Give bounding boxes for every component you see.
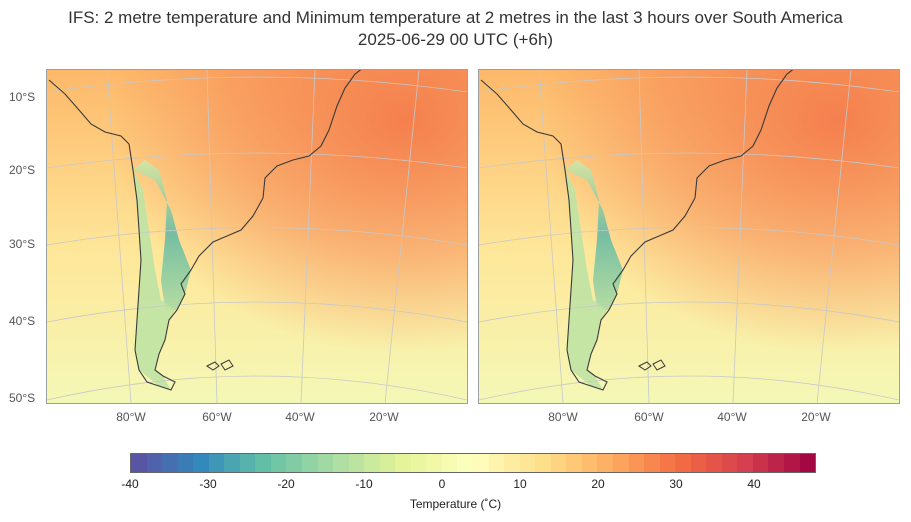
- colorbar-tick: -10: [355, 477, 373, 491]
- lon-label-60w-right: 60°W: [634, 410, 664, 424]
- map-panel-min-temperature: [478, 69, 900, 404]
- colorbar-bin: [675, 454, 691, 472]
- colorbar-bin: [177, 454, 194, 472]
- colorbar-bin: [768, 454, 784, 472]
- colorbar-bin: [395, 454, 411, 472]
- colorbar-bin: [659, 454, 676, 472]
- colorbar-tick: 20: [591, 477, 605, 491]
- colorbar-tick: 30: [669, 477, 683, 491]
- lat-label-20s: 20°S: [9, 163, 36, 177]
- colorbar-bin: [162, 454, 178, 472]
- lat-label-10s: 10°S: [9, 90, 36, 104]
- colorbar-tick: -30: [199, 477, 217, 491]
- colorbar-bin: [239, 454, 256, 472]
- colorbar-tick: -20: [277, 477, 295, 491]
- colorbar-bin: [566, 454, 582, 472]
- temperature-colorbar: [130, 453, 816, 473]
- colorbar-bin: [644, 454, 660, 472]
- colorbar-bin: [752, 454, 769, 472]
- colorbar-bin: [333, 454, 349, 472]
- colorbar-label: Temperature (˚C): [409, 497, 502, 511]
- lon-label-20w-left: 20°W: [369, 410, 399, 424]
- colorbar-bin: [286, 454, 303, 472]
- colorbar-bin: [255, 454, 271, 472]
- colorbar-bin: [302, 454, 318, 472]
- colorbar-bin: [473, 454, 489, 472]
- lat-label-30s: 30°S: [9, 237, 36, 251]
- colorbar-bin: [690, 454, 707, 472]
- lon-label-60w-left: 60°W: [202, 410, 232, 424]
- colorbar-tick: 10: [513, 477, 527, 491]
- lon-label-20w-right: 20°W: [801, 410, 831, 424]
- lon-label-40w-left: 40°W: [285, 410, 315, 424]
- colorbar-bin: [488, 454, 505, 472]
- map-panel-2m-temperature: [46, 69, 468, 404]
- lon-label-80w-left: 80°W: [116, 410, 146, 424]
- colorbar-bin: [535, 454, 551, 472]
- colorbar-bin: [426, 454, 442, 472]
- colorbar-bin: [550, 454, 567, 472]
- colorbar-bin: [364, 454, 380, 472]
- colorbar-bin: [348, 454, 365, 472]
- lat-label-40s: 40°S: [9, 314, 36, 328]
- lat-label-50s: 50°S: [9, 391, 36, 405]
- colorbar-tick: -40: [121, 477, 139, 491]
- map-title: IFS: 2 metre temperature and Minimum tem…: [68, 8, 843, 27]
- colorbar-bin: [224, 454, 240, 472]
- colorbar-bin: [457, 454, 474, 472]
- colorbar-bin: [597, 454, 613, 472]
- map-subtitle-date: 2025-06-29 00 UTC (+6h): [357, 30, 554, 49]
- colorbar-tick: 0: [438, 477, 446, 491]
- colorbar-bin: [317, 454, 334, 472]
- colorbar-bin: [783, 454, 800, 472]
- lon-label-40w-right: 40°W: [717, 410, 747, 424]
- colorbar-bin: [270, 454, 287, 472]
- colorbar-bin: [721, 454, 738, 472]
- colorbar-bin: [193, 454, 209, 472]
- colorbar-bin: [379, 454, 396, 472]
- colorbar-bin: [504, 454, 520, 472]
- colorbar-bin: [519, 454, 536, 472]
- colorbar-tick: 40: [747, 477, 761, 491]
- colorbar-bin: [799, 454, 816, 472]
- colorbar-bin: [208, 454, 225, 472]
- colorbar-bin: [146, 454, 163, 472]
- colorbar-bin: [706, 454, 722, 472]
- colorbar-bin: [581, 454, 598, 472]
- colorbar-bin: [410, 454, 427, 472]
- colorbar-bin: [737, 454, 753, 472]
- colorbar-bin: [628, 454, 645, 472]
- colorbar-bin: [612, 454, 629, 472]
- lon-label-80w-right: 80°W: [548, 410, 578, 424]
- colorbar-bin: [441, 454, 458, 472]
- colorbar-bin: [131, 454, 147, 472]
